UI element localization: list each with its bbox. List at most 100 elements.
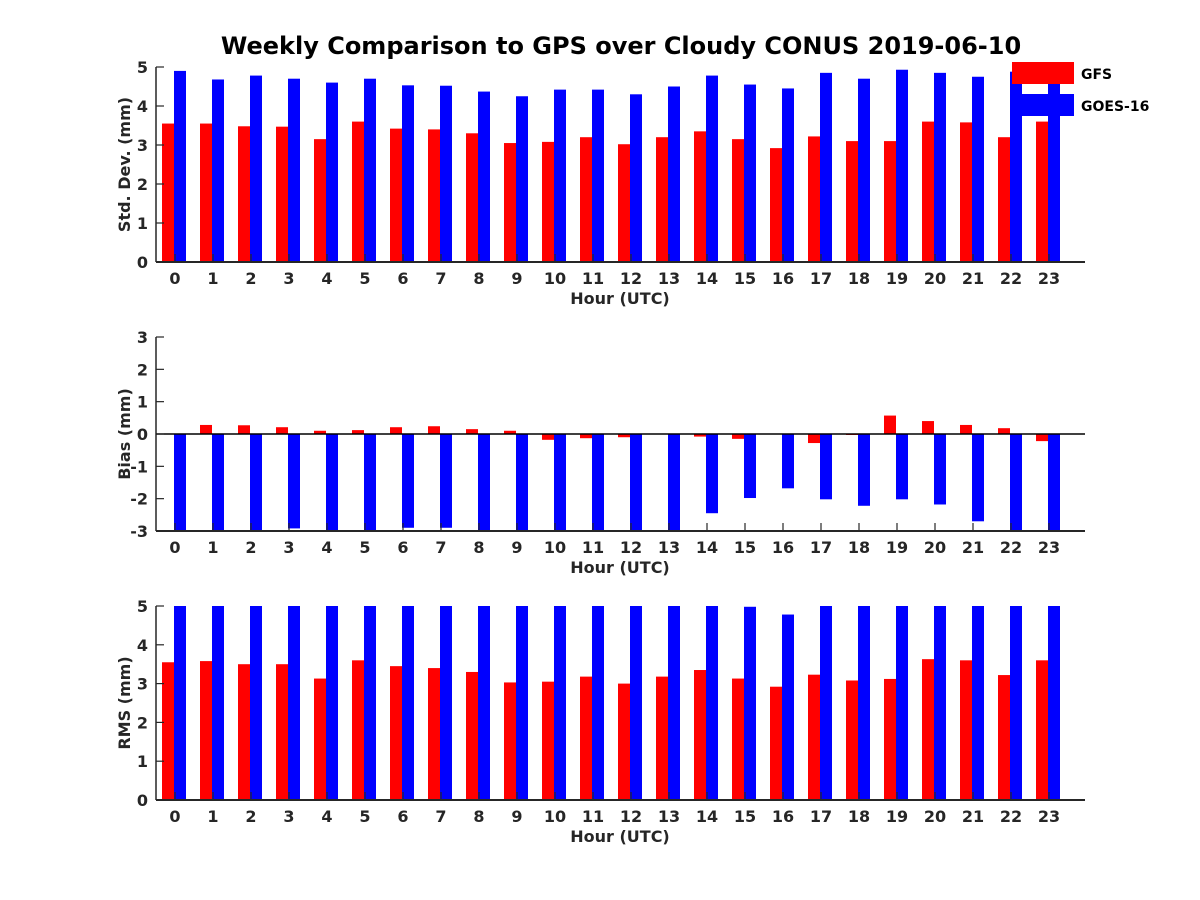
bar-gfs-hour-20 [922, 421, 934, 434]
x-tick-label: 12 [620, 538, 642, 557]
bar-gfs-hour-2 [238, 664, 250, 800]
bar-goes16-hour-17 [820, 434, 832, 500]
x-tick-label: 6 [397, 807, 408, 826]
y-axis-label: Bias (mm) [115, 388, 134, 480]
y-tick-label: 2 [137, 360, 148, 379]
bar-goes16-hour-1 [212, 606, 224, 800]
bar-goes16-hour-12 [630, 94, 642, 262]
x-tick-label: 16 [772, 807, 794, 826]
x-tick-label: 20 [924, 538, 946, 557]
x-tick-label: 14 [696, 807, 718, 826]
bar-goes16-hour-3 [288, 78, 300, 262]
x-tick-label: 20 [924, 269, 946, 288]
x-tick-label: 19 [886, 538, 908, 557]
x-tick-label: 8 [473, 269, 484, 288]
x-tick-label: 5 [359, 538, 370, 557]
bar-gfs-hour-14 [694, 434, 706, 437]
bar-goes16-hour-11 [592, 434, 604, 531]
bar-gfs-hour-16 [770, 686, 782, 800]
bar-gfs-hour-14 [694, 131, 706, 262]
bar-goes16-hour-21 [972, 76, 984, 262]
y-tick-label: 4 [137, 97, 148, 116]
bar-goes16-hour-16 [782, 614, 794, 800]
bar-goes16-hour-16 [782, 434, 794, 489]
bar-goes16-hour-18 [858, 606, 870, 800]
x-tick-label: 16 [772, 269, 794, 288]
bar-gfs-hour-19 [884, 141, 896, 262]
bar-gfs-hour-11 [580, 434, 592, 439]
bar-goes16-hour-10 [554, 606, 566, 800]
x-tick-label: 1 [207, 807, 218, 826]
x-tick-label: 17 [810, 538, 832, 557]
x-tick-label: 17 [810, 807, 832, 826]
bar-goes16-hour-8 [478, 434, 490, 531]
bar-gfs-hour-5 [352, 121, 364, 262]
x-tick-label: 21 [962, 538, 984, 557]
y-tick-label: 1 [137, 752, 148, 771]
bar-gfs-hour-15 [732, 139, 744, 262]
x-tick-label: 22 [1000, 807, 1022, 826]
bar-goes16-hour-23 [1048, 606, 1060, 800]
bar-gfs-hour-11 [580, 137, 592, 262]
bar-goes16-hour-16 [782, 88, 794, 262]
bar-goes16-hour-9 [516, 606, 528, 800]
bar-goes16-hour-8 [478, 91, 490, 262]
bar-gfs-hour-10 [542, 141, 554, 262]
bar-goes16-hour-7 [440, 606, 452, 800]
x-tick-label: 2 [245, 538, 256, 557]
x-tick-label: 7 [435, 269, 446, 288]
x-tick-label: 9 [511, 538, 522, 557]
x-tick-label: 18 [848, 269, 870, 288]
bar-goes16-hour-5 [364, 434, 376, 531]
x-tick-label: 14 [696, 538, 718, 557]
y-tick-label: 3 [137, 136, 148, 155]
bar-goes16-hour-11 [592, 606, 604, 800]
y-axis-label: RMS (mm) [115, 656, 134, 749]
x-tick-label: 20 [924, 807, 946, 826]
bar-goes16-hour-14 [706, 434, 718, 514]
y-tick-label: 0 [137, 791, 148, 810]
bar-gfs-hour-18 [846, 141, 858, 262]
bar-gfs-hour-21 [960, 424, 972, 434]
x-tick-label: 13 [658, 538, 680, 557]
bar-gfs-hour-7 [428, 129, 440, 262]
y-tick-label: 2 [137, 175, 148, 194]
x-tick-label: 18 [848, 807, 870, 826]
bar-gfs-hour-4 [314, 678, 326, 800]
bar-gfs-hour-4 [314, 430, 326, 434]
bar-goes16-hour-4 [326, 82, 338, 262]
y-tick-label: -1 [130, 457, 148, 476]
bar-gfs-hour-1 [200, 661, 212, 800]
bar-goes16-hour-19 [896, 434, 908, 500]
y-tick-label: 5 [137, 597, 148, 616]
bar-gfs-hour-17 [808, 674, 820, 800]
bar-goes16-hour-15 [744, 606, 756, 800]
y-tick-label: 0 [137, 425, 148, 444]
legend-swatch-gfs [1012, 62, 1074, 84]
legend-label-goes16: GOES-16 [1081, 99, 1149, 115]
bar-gfs-hour-21 [960, 122, 972, 262]
x-tick-label: 13 [658, 807, 680, 826]
bar-gfs-hour-8 [466, 671, 478, 800]
bar-goes16-hour-18 [858, 78, 870, 262]
y-tick-label: 0 [137, 253, 148, 272]
bar-gfs-hour-17 [808, 434, 820, 444]
bar-goes16-hour-4 [326, 434, 338, 531]
x-axis-label: Hour (UTC) [570, 289, 670, 308]
x-tick-label: 1 [207, 538, 218, 557]
bar-gfs-hour-17 [808, 136, 820, 262]
x-tick-label: 12 [620, 807, 642, 826]
bar-goes16-hour-18 [858, 434, 870, 506]
bar-goes16-hour-12 [630, 434, 642, 531]
legend-label-gfs: GFS [1081, 67, 1112, 83]
bar-gfs-hour-20 [922, 659, 934, 800]
bar-gfs-hour-18 [846, 680, 858, 800]
bar-gfs-hour-6 [390, 427, 402, 434]
bar-gfs-hour-7 [428, 668, 440, 800]
bar-goes16-hour-3 [288, 606, 300, 800]
y-axis-label: Std. Dev. (mm) [115, 97, 134, 232]
bar-gfs-hour-22 [998, 428, 1010, 434]
x-tick-label: 19 [886, 269, 908, 288]
bar-goes16-hour-12 [630, 606, 642, 800]
